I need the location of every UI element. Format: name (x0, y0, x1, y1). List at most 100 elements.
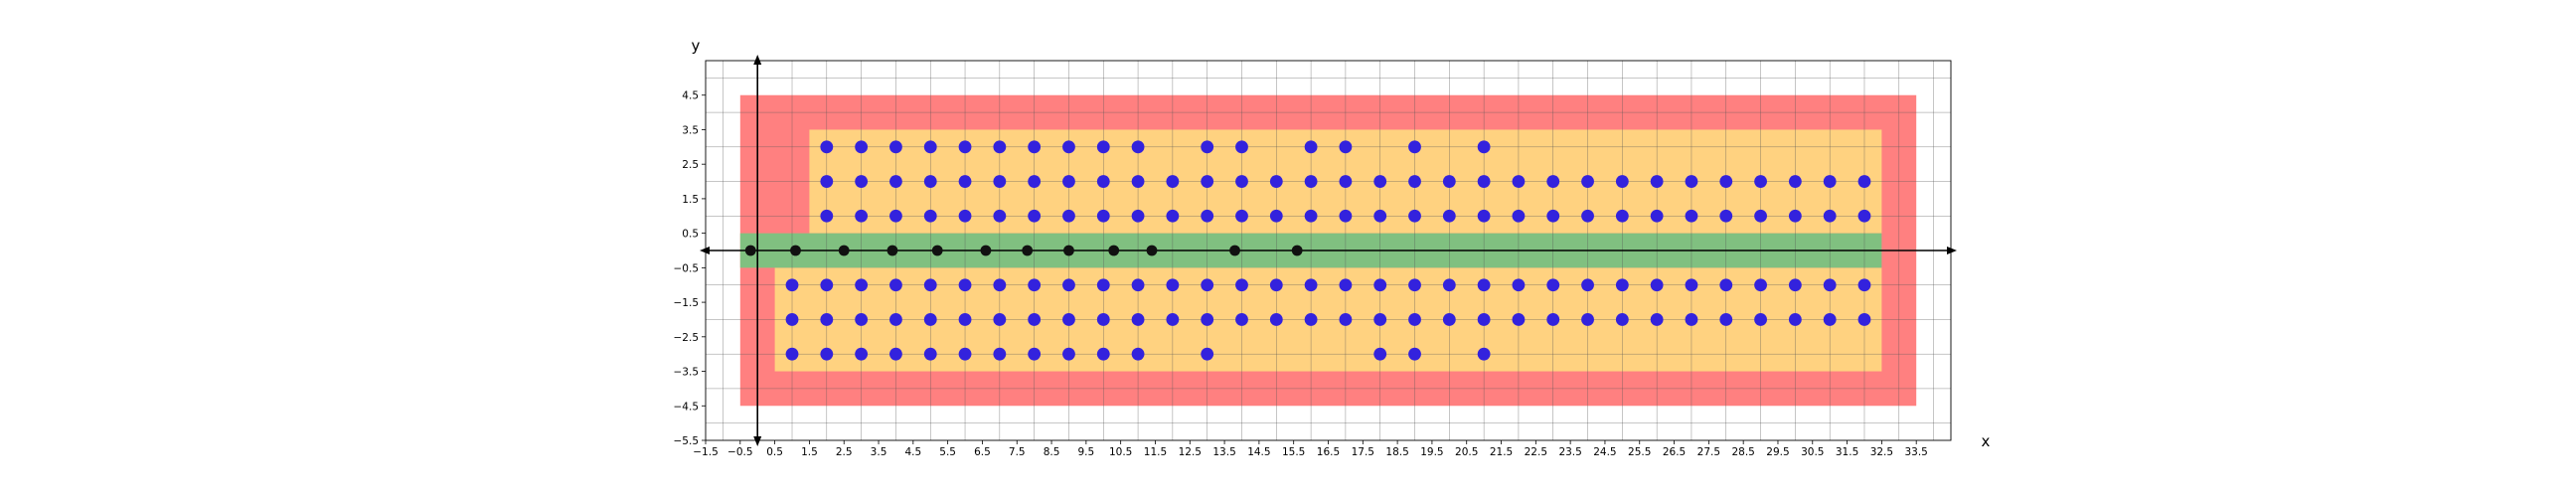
point-blue (820, 209, 834, 223)
point-blue (1269, 209, 1283, 223)
point-blue (785, 347, 799, 361)
y-tick-label: −4.5 (674, 401, 700, 413)
point-blue (1477, 175, 1491, 188)
point-blue (958, 313, 972, 326)
x-tick-label: 24.5 (1593, 446, 1616, 458)
x-tick-label: 28.5 (1731, 446, 1754, 458)
point-blue (1166, 278, 1180, 292)
point-blue (1546, 209, 1560, 223)
point-blue (1062, 347, 1075, 361)
point-black (744, 245, 756, 256)
point-blue (1615, 278, 1629, 292)
point-blue (1857, 175, 1871, 188)
point-blue (1269, 278, 1283, 292)
point-blue (1581, 175, 1594, 188)
x-tick-label: 21.5 (1490, 446, 1513, 458)
point-blue (889, 140, 902, 154)
point-blue (1685, 278, 1698, 292)
point-blue (1201, 313, 1214, 326)
point-blue (1304, 175, 1318, 188)
point-blue (958, 175, 972, 188)
point-blue (1131, 313, 1145, 326)
point-blue (1719, 278, 1733, 292)
point-blue (1062, 313, 1075, 326)
point-blue (1477, 140, 1491, 154)
point-blue (889, 278, 902, 292)
point-black (1063, 245, 1074, 256)
point-blue (1685, 175, 1698, 188)
point-blue (1201, 278, 1214, 292)
x-tick-label: 26.5 (1663, 446, 1686, 458)
point-blue (1685, 313, 1698, 326)
point-blue (923, 140, 937, 154)
point-blue (993, 313, 1007, 326)
point-blue (1166, 313, 1180, 326)
y-tick-label: −0.5 (674, 262, 700, 274)
x-axis-arrow-right (1947, 247, 1957, 254)
point-blue (1788, 209, 1802, 223)
x-axis-arrow-left (700, 247, 710, 254)
point-blue (1512, 209, 1526, 223)
y-tick-label: 4.5 (682, 90, 699, 102)
y-axis-title: y (692, 37, 701, 55)
point-blue (1201, 140, 1214, 154)
x-tick-label: 3.5 (871, 446, 887, 458)
point-blue (1028, 278, 1042, 292)
x-tick-label: 10.5 (1109, 446, 1132, 458)
point-blue (923, 175, 937, 188)
point-blue (1857, 313, 1871, 326)
point-blue (1754, 313, 1767, 326)
x-tick-label: 12.5 (1179, 446, 1202, 458)
point-blue (1615, 209, 1629, 223)
point-blue (1788, 313, 1802, 326)
point-blue (1269, 175, 1283, 188)
point-blue (1096, 209, 1110, 223)
x-tick-label: 6.5 (974, 446, 991, 458)
point-blue (855, 175, 869, 188)
point-blue (1028, 175, 1042, 188)
x-tick-label: 17.5 (1352, 446, 1374, 458)
x-tick-label: 27.5 (1697, 446, 1720, 458)
point-blue (1131, 140, 1145, 154)
point-blue (1650, 313, 1664, 326)
y-tick-label: −5.5 (674, 435, 700, 447)
point-blue (1373, 347, 1387, 361)
point-blue (1096, 175, 1110, 188)
point-blue (1788, 278, 1802, 292)
point-blue (1477, 209, 1491, 223)
x-tick-label: 4.5 (904, 446, 921, 458)
point-blue (1408, 140, 1421, 154)
point-blue (993, 278, 1007, 292)
point-blue (1131, 347, 1145, 361)
point-blue (889, 175, 902, 188)
x-tick-label: 16.5 (1317, 446, 1340, 458)
point-blue (820, 140, 834, 154)
point-blue (855, 347, 869, 361)
y-tick-label: −2.5 (674, 332, 700, 344)
x-tick-label: 33.5 (1904, 446, 1927, 458)
point-blue (1477, 278, 1491, 292)
point-blue (1719, 209, 1733, 223)
point-blue (820, 347, 834, 361)
point-blue (1546, 278, 1560, 292)
point-blue (1062, 278, 1075, 292)
point-blue (993, 140, 1007, 154)
point-blue (1857, 209, 1871, 223)
point-blue (1166, 209, 1180, 223)
point-blue (1235, 175, 1248, 188)
point-blue (1650, 209, 1664, 223)
y-axis-arrow-up (753, 55, 762, 65)
point-blue (1823, 175, 1837, 188)
point-blue (785, 278, 799, 292)
point-blue (1062, 140, 1075, 154)
point-blue (1408, 313, 1421, 326)
point-blue (1304, 278, 1318, 292)
point-black (1108, 245, 1120, 256)
point-blue (820, 278, 834, 292)
point-blue (1028, 347, 1042, 361)
point-blue (1857, 278, 1871, 292)
point-blue (820, 313, 834, 326)
point-blue (1339, 209, 1353, 223)
point-blue (1685, 209, 1698, 223)
point-black (980, 245, 992, 256)
